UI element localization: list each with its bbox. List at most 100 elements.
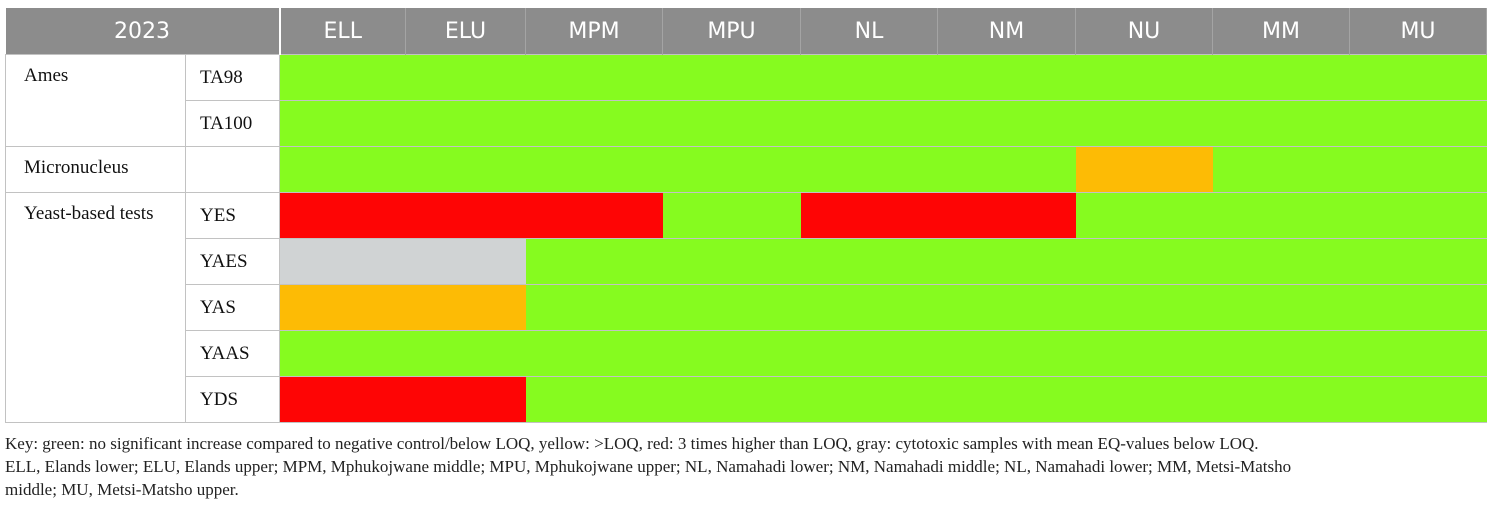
result-cell-green xyxy=(937,376,1076,423)
result-cell-yellow xyxy=(405,284,526,331)
result-cell-green xyxy=(1212,376,1350,423)
abbreviations-note-cont: middle; MU, Metsi-Matsho upper. xyxy=(5,480,239,499)
test-name: TA98 xyxy=(185,54,280,101)
result-cell-green xyxy=(800,100,938,147)
result-cell-green xyxy=(937,100,1076,147)
test-name: YAS xyxy=(185,284,280,331)
test-row: YAS xyxy=(6,284,1487,331)
result-cell-green xyxy=(1075,376,1213,423)
abbreviations-note: ELL, Elands lower; ELU, Elands upper; MP… xyxy=(5,457,1292,476)
test-row: TA100 xyxy=(6,100,1487,147)
result-cell-green xyxy=(1075,100,1213,147)
test-name: YDS xyxy=(185,376,280,423)
result-cell-green xyxy=(937,146,1076,193)
result-cell-green xyxy=(662,192,801,239)
result-cell-green xyxy=(1349,376,1487,423)
site-header: NL xyxy=(800,8,938,55)
result-cell-green xyxy=(1349,100,1487,147)
result-cell-green xyxy=(525,100,663,147)
result-cell-green xyxy=(525,284,663,331)
site-header: NM xyxy=(937,8,1076,55)
result-cell-green xyxy=(525,330,663,377)
result-cell-green xyxy=(525,146,663,193)
result-cell-green xyxy=(525,238,663,285)
test-row: YDS xyxy=(6,376,1487,423)
result-cell-green xyxy=(1212,100,1350,147)
result-cell-gray xyxy=(279,238,406,285)
result-cell-green xyxy=(1075,238,1213,285)
result-cell-green xyxy=(279,146,406,193)
result-cell-green xyxy=(279,330,406,377)
result-cell-green xyxy=(937,54,1076,101)
test-name: YES xyxy=(185,192,280,239)
site-header: ELL xyxy=(279,8,406,55)
result-cell-red xyxy=(525,192,663,239)
result-cell-yellow xyxy=(279,284,406,331)
result-cell-green xyxy=(405,100,526,147)
color-key-note: Key: green: no significant increase comp… xyxy=(5,434,1259,453)
result-cell-green xyxy=(662,146,801,193)
result-cell-green xyxy=(525,376,663,423)
result-cell-green xyxy=(1349,54,1487,101)
result-cell-green xyxy=(800,54,938,101)
test-row: Micronucleus xyxy=(5,146,1487,193)
result-cell-green xyxy=(662,376,801,423)
result-cell-yellow xyxy=(1075,146,1213,193)
result-cell-green xyxy=(1212,54,1350,101)
table-footnote: Key: green: no significant increase comp… xyxy=(5,432,1487,501)
test-name: YAES xyxy=(185,238,280,285)
site-header: MPM xyxy=(525,8,663,55)
group-name: Ames xyxy=(5,54,186,147)
result-cell-green xyxy=(937,330,1076,377)
result-cell-green xyxy=(1349,192,1487,239)
result-cell-green xyxy=(937,284,1076,331)
header-row: 2023 ELL ELU MPM MPU NL NM NU MM MU xyxy=(5,8,1487,55)
result-cell-green xyxy=(662,330,801,377)
result-cell-red xyxy=(405,376,526,423)
site-header: MPU xyxy=(662,8,801,55)
result-cell-green xyxy=(1212,146,1350,193)
test-row: YAES xyxy=(6,238,1487,285)
result-cell-green xyxy=(1212,284,1350,331)
result-cell-red xyxy=(279,376,406,423)
site-header: MU xyxy=(1349,8,1487,55)
result-cell-green xyxy=(405,330,526,377)
result-cell-green xyxy=(1075,284,1213,331)
test-name xyxy=(185,146,280,193)
results-table: 2023 ELL ELU MPM MPU NL NM NU MM MU Ames… xyxy=(5,8,1487,423)
result-cell-green xyxy=(662,54,801,101)
result-cell-green xyxy=(800,330,938,377)
result-cell-green xyxy=(662,238,801,285)
test-row: Ames TA98 xyxy=(5,54,1487,147)
results-body: Ames TA98 TA100 Micronucleus Yeast-based tes… xyxy=(5,54,1487,423)
result-cell-green xyxy=(800,146,938,193)
result-cell-green xyxy=(1075,330,1213,377)
result-cell-green xyxy=(1212,330,1350,377)
result-cell-green xyxy=(1349,238,1487,285)
result-cell-green xyxy=(405,54,526,101)
test-name: TA100 xyxy=(185,100,280,147)
site-header: ELU xyxy=(405,8,526,55)
result-cell-green xyxy=(1075,192,1213,239)
result-cell-green xyxy=(1349,330,1487,377)
result-cell-gray xyxy=(405,238,526,285)
result-cell-green xyxy=(800,284,938,331)
site-header: NU xyxy=(1075,8,1213,55)
result-cell-green xyxy=(662,100,801,147)
test-name: YAAS xyxy=(185,330,280,377)
result-cell-green xyxy=(937,238,1076,285)
result-cell-red xyxy=(937,192,1076,239)
site-header: MM xyxy=(1212,8,1350,55)
result-cell-green xyxy=(662,284,801,331)
result-cell-red xyxy=(279,192,406,239)
result-cell-green xyxy=(1212,192,1350,239)
test-row: YAAS xyxy=(6,330,1487,377)
group-name: Micronucleus xyxy=(5,146,186,193)
result-cell-green xyxy=(1349,146,1487,193)
group-name: Yeast-based tests xyxy=(5,192,186,423)
result-cell-green xyxy=(525,54,663,101)
result-cell-green xyxy=(1349,284,1487,331)
result-cell-red xyxy=(405,192,526,239)
result-cell-green xyxy=(1212,238,1350,285)
result-cell-red xyxy=(800,192,938,239)
